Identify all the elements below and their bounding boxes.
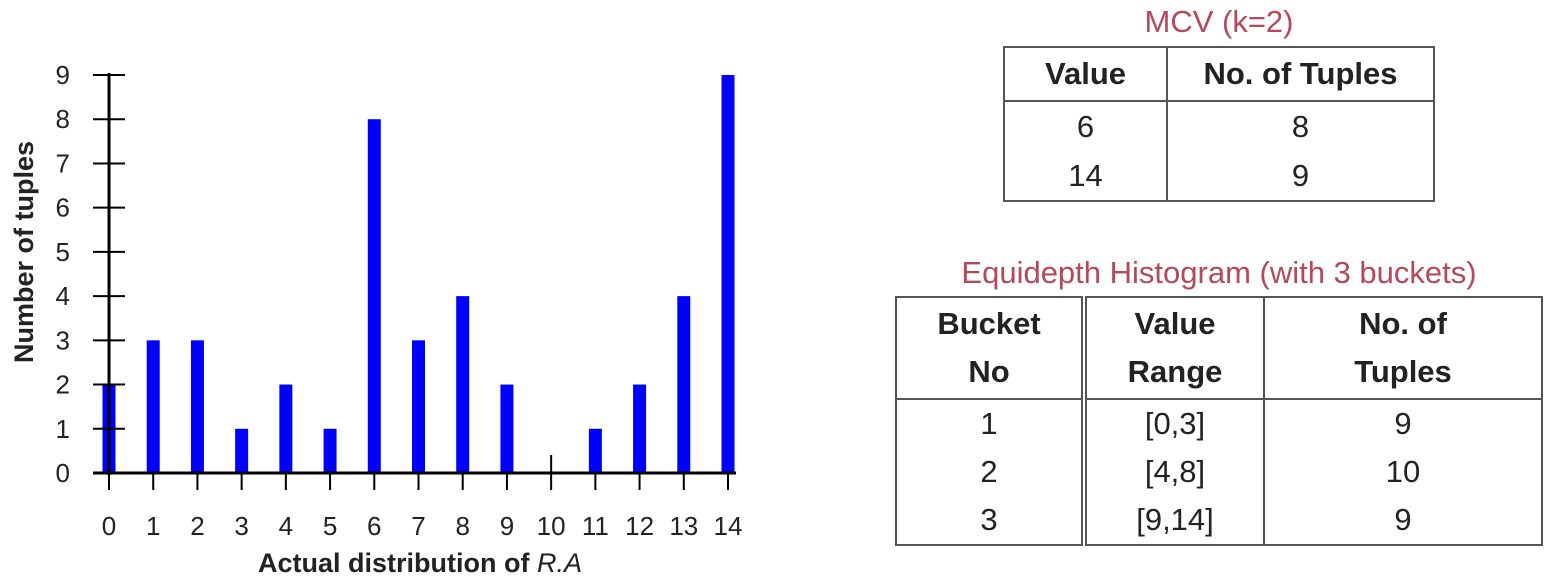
bar <box>721 75 735 473</box>
histogram-cell: 1 <box>896 399 1087 448</box>
mcv-header-row: Value No. of Tuples <box>1004 47 1434 102</box>
x-tick-label: 7 <box>411 511 425 541</box>
histogram-header-range: Value Range <box>1084 297 1265 400</box>
x-tick-label: 8 <box>455 511 469 541</box>
table-row: 2 [4,8] 10 <box>896 448 1542 496</box>
x-tick-label: 2 <box>190 511 204 541</box>
histogram-cell: [0,3] <box>1084 399 1265 448</box>
header-line: Tuples <box>1354 354 1452 389</box>
mcv-cell: 8 <box>1291 108 1310 144</box>
x-tick-label: 11 <box>582 511 609 541</box>
bar <box>146 340 160 473</box>
header-line: Value <box>1134 306 1216 341</box>
bar <box>677 296 691 473</box>
bar <box>367 119 381 473</box>
table-row: 3 [9,14] 9 <box>896 496 1542 545</box>
bar <box>633 384 647 473</box>
histogram-cell: 9 <box>1394 406 1412 441</box>
bar <box>279 384 293 473</box>
bar <box>412 340 425 473</box>
y-tick-label: 7 <box>56 148 70 178</box>
x-tick-label: 3 <box>234 511 248 541</box>
x-tick-label: 4 <box>279 511 293 541</box>
mcv-header-value: Value <box>1004 47 1168 102</box>
header-line: No. of <box>1359 306 1447 341</box>
x-tick-label: 14 <box>714 511 743 541</box>
x-tick-label: 6 <box>367 511 381 541</box>
y-tick-label: 0 <box>56 458 70 488</box>
mcv-header-tuples: No. of Tuples <box>1167 47 1434 102</box>
bar <box>588 428 602 473</box>
mcv-caption: MCV (k=2) <box>1144 4 1294 39</box>
histogram-cell: [9,14] <box>1084 496 1265 545</box>
histogram-caption: Equidepth Histogram (with 3 buckets) <box>961 255 1477 290</box>
y-tick-label: 6 <box>56 193 70 223</box>
mcv-cell: 14 <box>1004 151 1168 201</box>
histogram-header-row: Bucket No Value Range No. of Tuples <box>896 297 1542 400</box>
histogram-cell: 3 <box>896 496 1087 545</box>
bar <box>500 384 514 473</box>
y-tick-label: 2 <box>56 370 70 400</box>
bars-group <box>102 75 735 473</box>
mcv-cell: 9 <box>1291 157 1310 193</box>
bar <box>190 340 204 473</box>
x-tick-label: 9 <box>500 511 514 541</box>
y-axis-title: Number of tuples <box>9 141 39 363</box>
y-tick-label: 3 <box>56 325 70 355</box>
bar <box>456 296 470 473</box>
table-row: 1 [0,3] 9 <box>896 399 1542 448</box>
header-line: No <box>968 354 1010 389</box>
x-tick-label: 10 <box>537 511 566 541</box>
header-line: Range <box>1127 354 1223 389</box>
x-tick-label: 5 <box>323 511 337 541</box>
y-tick-label: 8 <box>56 104 70 134</box>
mcv-cell: 6 <box>1004 101 1168 151</box>
table-row: 6 8 <box>1004 101 1434 151</box>
histogram-cell: 2 <box>896 448 1087 496</box>
x-tick-label: 12 <box>625 511 654 541</box>
y-tick-label: 5 <box>56 237 70 267</box>
y-tick-label: 1 <box>56 414 70 444</box>
y-tick-label: 4 <box>56 281 70 311</box>
axes-group <box>93 73 736 475</box>
histogram-cell: 9 <box>1394 502 1412 537</box>
histogram-cell: 10 <box>1385 454 1421 489</box>
x-tick-label: 1 <box>146 511 160 541</box>
x-axis-title: Actual distribution of R.A <box>258 548 582 578</box>
table-row: 14 9 <box>1004 151 1434 201</box>
x-tick-label: 13 <box>669 511 698 541</box>
histogram-header-tuples: No. of Tuples <box>1264 297 1542 400</box>
bar <box>235 428 249 473</box>
x-tick-label: 0 <box>102 511 116 541</box>
header-line: Bucket <box>937 306 1041 341</box>
histogram-cell: [4,8] <box>1084 448 1265 496</box>
histogram-table: Bucket No Value Range No. of Tuples 1 [0,3]… <box>895 296 1543 546</box>
y-tick-label: 9 <box>56 60 70 90</box>
histogram-header-bucket: Bucket No <box>896 297 1087 400</box>
mcv-table: Value No. of Tuples 6 8 14 9 <box>1003 46 1435 202</box>
bar <box>323 428 337 473</box>
